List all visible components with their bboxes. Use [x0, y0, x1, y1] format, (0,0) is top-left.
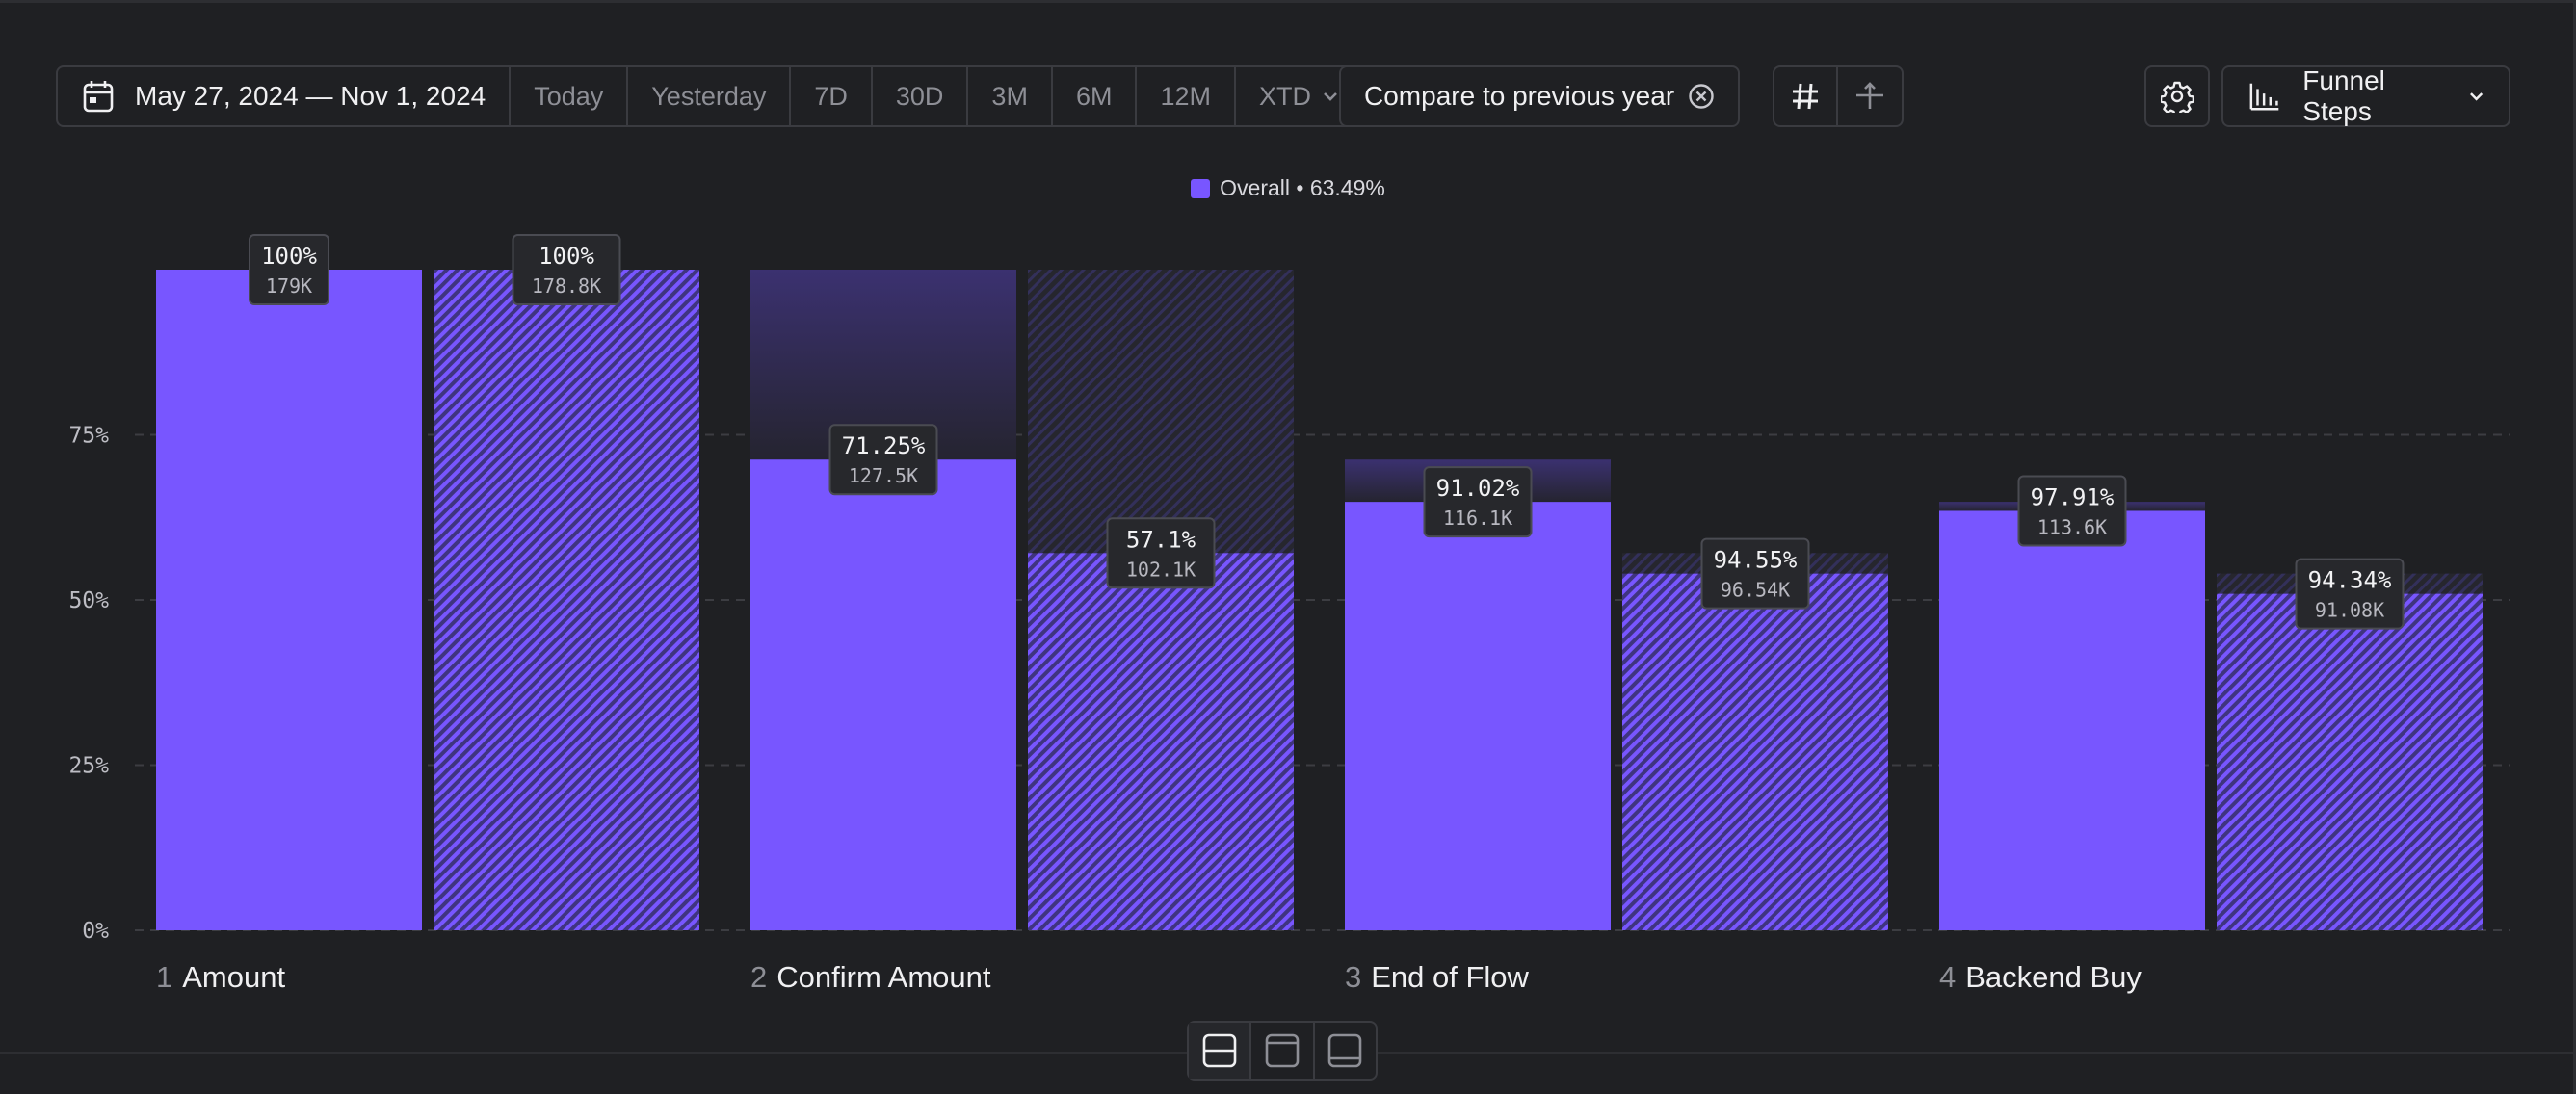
- data-label-count: 91.08K: [2315, 599, 2384, 622]
- y-tick-label: 0%: [82, 919, 109, 944]
- split-layout-icon: [1202, 1033, 1236, 1068]
- bar-previous: [1622, 573, 1888, 930]
- compare-toggle[interactable]: Compare to previous year: [1341, 67, 1738, 125]
- data-label-percent: 71.25%: [842, 432, 926, 459]
- data-label-box: [1700, 537, 1810, 610]
- step-number: 2: [750, 960, 767, 994]
- view-selector-group: Funnel Steps: [2221, 65, 2510, 127]
- close-circle-icon[interactable]: [1688, 83, 1715, 110]
- legend-swatch: [1191, 179, 1211, 198]
- chart-legend: Overall • 63.49%: [0, 175, 2576, 201]
- layout-switcher: [1187, 1021, 1378, 1081]
- preset-6m[interactable]: 6M: [1053, 67, 1138, 125]
- bar-chart-icon: [2249, 83, 2279, 111]
- settings-button[interactable]: [2146, 67, 2208, 125]
- data-label-percent: 100%: [261, 243, 317, 270]
- step-label: 3 End of Flow: [1345, 960, 1530, 994]
- preset-12m[interactable]: 12M: [1137, 67, 1236, 125]
- data-label-percent: 94.34%: [2308, 567, 2392, 594]
- data-label-box: [1106, 517, 1216, 589]
- step-label: 2 Confirm Amount: [750, 960, 991, 994]
- gear-icon: [2161, 81, 2194, 113]
- data-label-percent: 94.55%: [1714, 547, 1798, 574]
- data-label-box: [249, 234, 329, 305]
- data-label-count: 179K: [266, 274, 312, 298]
- date-range-label: May 27, 2024 — Nov 1, 2024: [135, 81, 486, 111]
- preset-yesterday[interactable]: Yesterday: [628, 67, 792, 125]
- delta-mode-button[interactable]: [1838, 67, 1902, 125]
- bar-current: [156, 270, 422, 930]
- date-range-group: May 27, 2024 — Nov 1, 2024 Today Yesterd…: [56, 65, 1363, 127]
- y-tick-label: 25%: [68, 754, 109, 779]
- step-label: 1 Amount: [156, 960, 285, 994]
- step-name: Amount: [182, 960, 285, 994]
- step-number: 3: [1345, 960, 1361, 994]
- preset-today[interactable]: Today: [511, 67, 629, 125]
- legend-label: Overall • 63.49%: [1220, 175, 1385, 200]
- step-name: Backend Buy: [1965, 960, 2142, 994]
- bar-previous: [2217, 593, 2483, 930]
- chevron-down-icon: [1324, 92, 1337, 101]
- y-tick-label: 75%: [68, 424, 109, 449]
- y-tick-label: 50%: [68, 588, 109, 613]
- toolbar: May 27, 2024 — Nov 1, 2024 Today Yesterd…: [56, 65, 2510, 127]
- xtd-label: XTD: [1258, 81, 1311, 111]
- step-name: Confirm Amount: [776, 960, 991, 994]
- step-number: 1: [156, 960, 172, 994]
- preset-xtd[interactable]: XTD: [1236, 67, 1361, 125]
- data-label-box: [512, 234, 621, 305]
- dropoff-bar-previous: [1028, 270, 1294, 554]
- step-number: 4: [1939, 960, 1956, 994]
- data-label-percent: 91.02%: [1436, 475, 1520, 502]
- step-label: 4 Backend Buy: [1939, 960, 2142, 994]
- bar-current: [1345, 502, 1611, 930]
- data-label-count: 113.6K: [2037, 515, 2107, 538]
- chevron-down-icon: [2469, 92, 2483, 101]
- data-label-percent: 100%: [539, 243, 594, 270]
- layout-split-button[interactable]: [1189, 1023, 1252, 1079]
- step-name: End of Flow: [1371, 960, 1529, 994]
- preset-7d[interactable]: 7D: [791, 67, 873, 125]
- data-label-box: [2017, 475, 2127, 547]
- compare-group: Compare to previous year: [1339, 65, 1741, 127]
- data-label-count: 116.1K: [1443, 507, 1512, 530]
- date-range-picker[interactable]: May 27, 2024 — Nov 1, 2024: [58, 67, 512, 125]
- data-label-percent: 97.91%: [2031, 483, 2115, 510]
- top-border: [0, 0, 2576, 3]
- bar-previous: [1028, 553, 1294, 930]
- settings-group: [2144, 65, 2210, 127]
- preset-30d[interactable]: 30D: [873, 67, 969, 125]
- view-selector[interactable]: Funnel Steps: [2223, 65, 2509, 126]
- data-label-box: [1423, 466, 1533, 538]
- preset-3m[interactable]: 3M: [968, 67, 1053, 125]
- number-mode-button[interactable]: [1774, 67, 1838, 125]
- view-selector-label: Funnel Steps: [2302, 65, 2385, 126]
- data-label-percent: 57.1%: [1126, 526, 1196, 553]
- calendar-icon: [83, 81, 114, 113]
- compare-label: Compare to previous year: [1364, 81, 1675, 111]
- bar-previous: [434, 270, 699, 930]
- data-label-count: 127.5K: [849, 464, 918, 487]
- layout-top-button[interactable]: [1251, 1023, 1315, 1079]
- top-panel-icon: [1265, 1033, 1300, 1068]
- bottom-panel-icon: [1328, 1033, 1362, 1068]
- right-border: [2573, 0, 2576, 1094]
- layout-bottom-button[interactable]: [1315, 1023, 1376, 1079]
- data-label-count: 96.54K: [1721, 579, 1790, 602]
- data-label-count: 102.1K: [1126, 558, 1196, 581]
- data-label-box: [2295, 558, 2405, 630]
- bar-current: [750, 459, 1016, 930]
- hash-icon: [1793, 83, 1818, 110]
- bar-current: [1939, 510, 2205, 930]
- display-mode-group: [1773, 65, 1904, 127]
- data-label-box: [828, 424, 938, 496]
- data-label-count: 178.8K: [532, 274, 601, 298]
- plus-minus-icon: [1856, 82, 1883, 109]
